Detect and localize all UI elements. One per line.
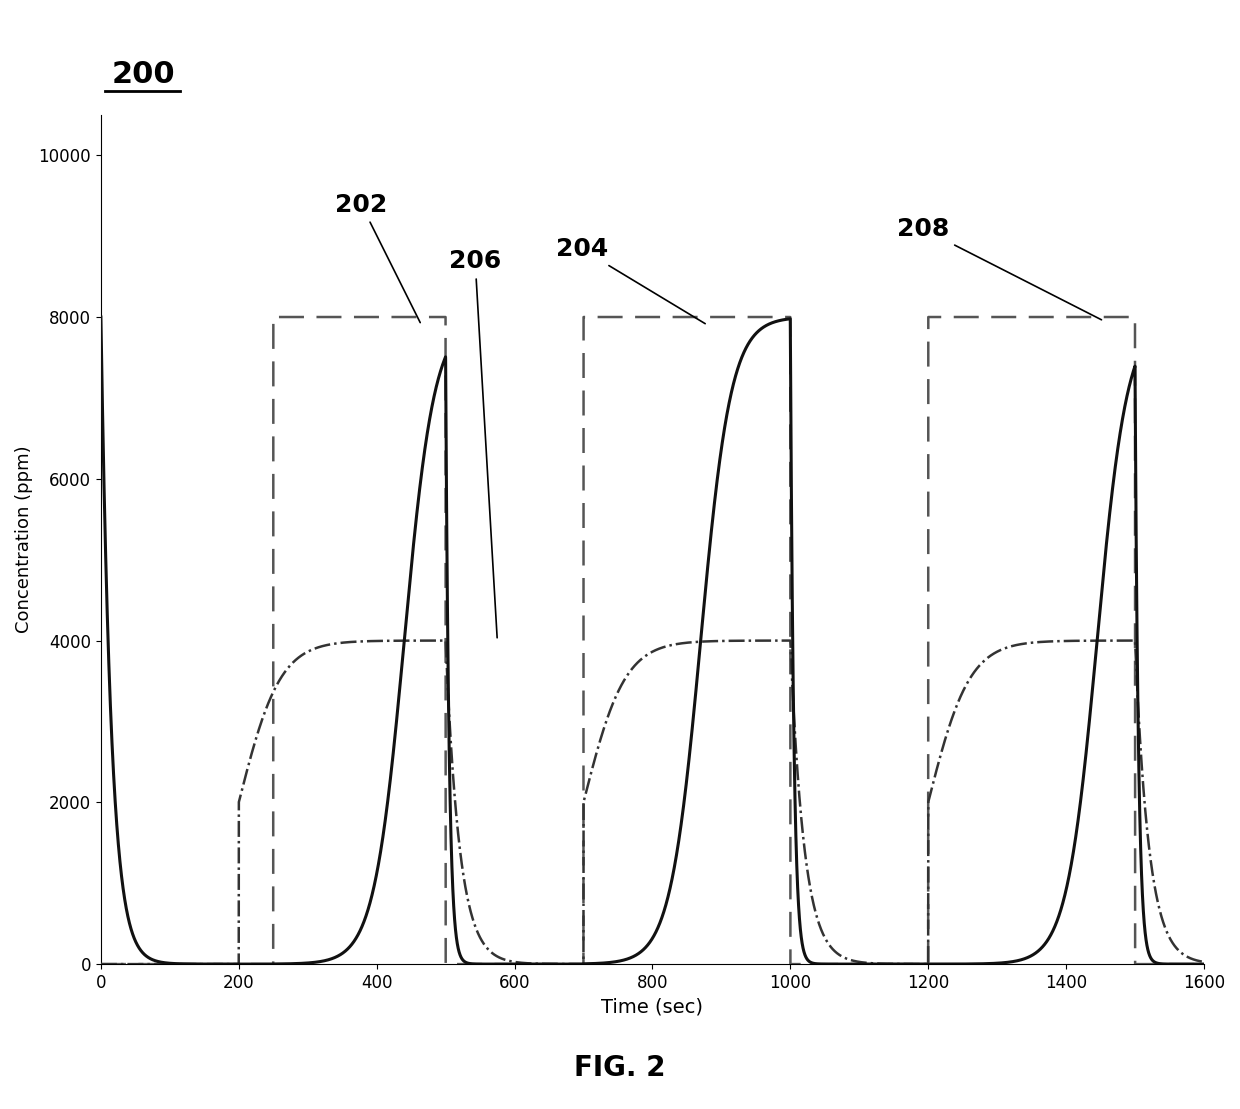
Text: 204: 204 (556, 237, 706, 324)
Text: 200: 200 (112, 60, 175, 89)
X-axis label: Time (sec): Time (sec) (601, 997, 703, 1016)
Y-axis label: Concentration (ppm): Concentration (ppm) (15, 446, 33, 633)
Text: 202: 202 (335, 193, 420, 323)
Text: FIG. 2: FIG. 2 (574, 1054, 666, 1081)
Text: 206: 206 (449, 250, 501, 638)
Text: 208: 208 (898, 217, 1101, 319)
